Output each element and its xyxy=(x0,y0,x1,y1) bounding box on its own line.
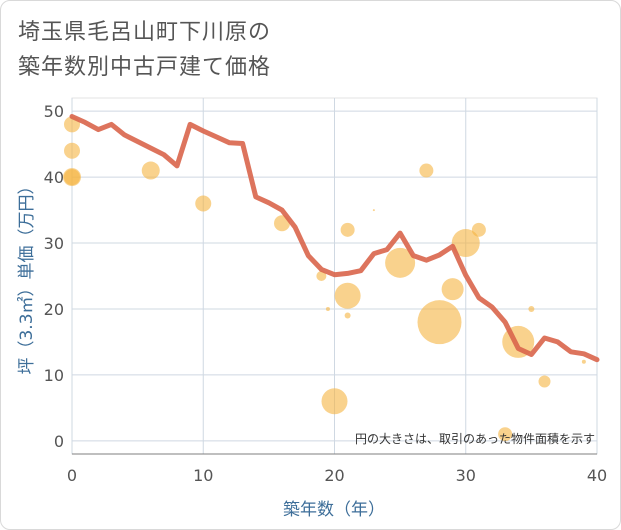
bubble-12 xyxy=(344,312,351,319)
bubble-18 xyxy=(451,229,480,258)
bubble-5 xyxy=(195,195,212,212)
bubble-15 xyxy=(419,163,434,178)
bubble-4 xyxy=(141,161,160,180)
bubble-3 xyxy=(64,169,80,186)
bubble-24 xyxy=(581,359,586,364)
bubble-22 xyxy=(528,305,535,312)
y-axis-label: 坪（3.3㎡）単価（万円） xyxy=(17,177,37,374)
bubble-19 xyxy=(471,222,486,237)
x-tick-label-2: 20 xyxy=(324,466,344,485)
bubble-10 xyxy=(340,222,355,237)
size-note: 円の大きさは、取引のあった物件面積を示す xyxy=(355,431,595,446)
x-tick-label-0: 0 xyxy=(67,466,77,485)
x-tick-labels: 0 10 20 30 40 xyxy=(67,466,607,485)
chart-title-line-2: 築年数別中古戸建て価格 xyxy=(18,55,272,80)
y-tick-labels: 0 10 20 30 40 50 xyxy=(44,102,64,451)
y-tick-label-3: 30 xyxy=(44,234,64,253)
y-tick-label-2: 20 xyxy=(44,300,64,319)
bubble-11 xyxy=(334,282,361,309)
y-tick-label-0: 0 xyxy=(54,432,64,451)
bubble-7 xyxy=(316,271,327,281)
bubble-17 xyxy=(441,278,464,301)
chart-title-line-1: 埼玉県毛呂山町下川原の xyxy=(18,20,272,45)
trend-line xyxy=(69,114,600,363)
x-axis-label: 築年数（年） xyxy=(283,500,385,520)
bubble-14 xyxy=(385,247,416,278)
bubble-13 xyxy=(372,209,375,212)
bubble-1 xyxy=(64,142,80,159)
y-tick-label-5: 50 xyxy=(44,102,64,121)
bubble-8 xyxy=(325,306,330,311)
bubble-16 xyxy=(417,300,462,345)
y-tick-label-4: 40 xyxy=(44,168,64,187)
x-tick-label-4: 40 xyxy=(587,466,607,485)
x-tick-label-1: 10 xyxy=(193,466,213,485)
bubble-23 xyxy=(538,375,551,388)
y-tick-label-1: 10 xyxy=(44,366,64,385)
x-tick-label-3: 30 xyxy=(456,466,476,485)
bubble-9 xyxy=(321,388,348,415)
bubble-20 xyxy=(498,427,513,442)
chart-title: 埼玉県毛呂山町下川原の 築年数別中古戸建て価格 xyxy=(18,15,271,85)
trend-line-group xyxy=(69,114,600,363)
